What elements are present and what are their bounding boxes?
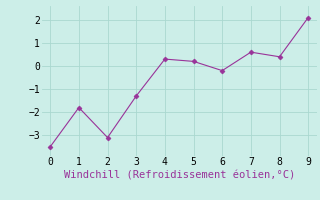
X-axis label: Windchill (Refroidissement éolien,°C): Windchill (Refroidissement éolien,°C)	[64, 170, 295, 180]
